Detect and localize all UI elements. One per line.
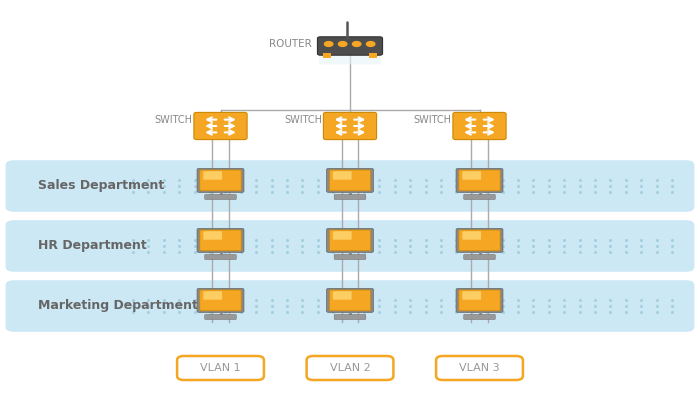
FancyBboxPatch shape [197, 168, 244, 192]
FancyBboxPatch shape [329, 230, 371, 251]
Circle shape [367, 42, 375, 46]
FancyBboxPatch shape [326, 228, 374, 252]
FancyBboxPatch shape [456, 288, 503, 312]
FancyBboxPatch shape [459, 230, 500, 251]
FancyBboxPatch shape [203, 171, 222, 180]
FancyBboxPatch shape [456, 228, 503, 252]
FancyBboxPatch shape [6, 160, 694, 212]
FancyBboxPatch shape [200, 230, 241, 251]
FancyBboxPatch shape [463, 231, 481, 240]
FancyBboxPatch shape [326, 288, 374, 312]
FancyBboxPatch shape [463, 194, 496, 200]
FancyBboxPatch shape [463, 291, 481, 300]
FancyBboxPatch shape [459, 170, 500, 191]
FancyBboxPatch shape [436, 356, 523, 380]
FancyBboxPatch shape [463, 171, 481, 180]
Bar [368, 53, 377, 58]
Text: Marketing Department: Marketing Department [38, 300, 198, 312]
FancyBboxPatch shape [329, 290, 371, 311]
Text: SWITCH: SWITCH [414, 115, 452, 125]
FancyBboxPatch shape [326, 168, 374, 192]
Text: VLAN 2: VLAN 2 [330, 363, 370, 373]
FancyBboxPatch shape [200, 170, 241, 191]
FancyBboxPatch shape [204, 254, 237, 260]
FancyBboxPatch shape [329, 170, 371, 191]
FancyBboxPatch shape [453, 112, 506, 140]
Text: Sales Department: Sales Department [38, 180, 164, 192]
Bar [323, 53, 332, 58]
FancyBboxPatch shape [333, 231, 351, 240]
Text: HR Department: HR Department [38, 240, 147, 252]
FancyBboxPatch shape [334, 254, 366, 260]
FancyBboxPatch shape [334, 314, 366, 320]
FancyBboxPatch shape [463, 254, 496, 260]
FancyBboxPatch shape [203, 231, 222, 240]
Text: SWITCH: SWITCH [284, 115, 322, 125]
Text: SWITCH: SWITCH [155, 115, 192, 125]
FancyBboxPatch shape [6, 220, 694, 272]
FancyBboxPatch shape [177, 356, 264, 380]
FancyBboxPatch shape [307, 356, 393, 380]
FancyBboxPatch shape [197, 288, 244, 312]
Text: VLAN 1: VLAN 1 [200, 363, 241, 373]
FancyBboxPatch shape [204, 194, 237, 200]
Text: VLAN 3: VLAN 3 [459, 363, 500, 373]
FancyBboxPatch shape [333, 171, 351, 180]
Circle shape [339, 42, 347, 46]
FancyBboxPatch shape [334, 194, 366, 200]
FancyBboxPatch shape [194, 112, 247, 140]
FancyBboxPatch shape [319, 56, 381, 64]
Circle shape [325, 42, 333, 46]
FancyBboxPatch shape [203, 291, 222, 300]
FancyBboxPatch shape [463, 314, 496, 320]
FancyBboxPatch shape [204, 314, 237, 320]
FancyBboxPatch shape [456, 168, 503, 192]
Circle shape [353, 42, 361, 46]
FancyBboxPatch shape [197, 228, 244, 252]
FancyBboxPatch shape [317, 37, 382, 55]
FancyBboxPatch shape [459, 290, 500, 311]
FancyBboxPatch shape [323, 112, 377, 140]
FancyBboxPatch shape [333, 291, 351, 300]
Text: ROUTER: ROUTER [269, 39, 312, 49]
FancyBboxPatch shape [6, 280, 694, 332]
FancyBboxPatch shape [200, 290, 241, 311]
